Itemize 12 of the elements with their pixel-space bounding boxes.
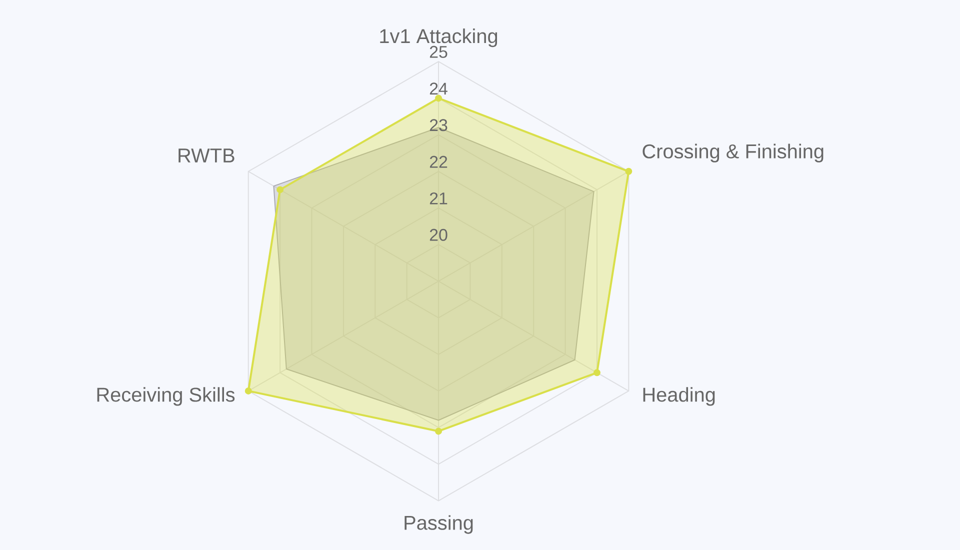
y-tick-label: 21 [430, 192, 448, 204]
y-tick-label: 22 [430, 156, 448, 168]
spoke-label: Receiving Skills [97, 386, 235, 406]
y-tick-label: 24 [430, 82, 448, 94]
spoke-label: RWTB [178, 148, 234, 162]
spoke-label: Heading [643, 386, 715, 406]
y-tick-label: 23 [430, 118, 448, 131]
y-tick-label: 20 [430, 228, 448, 241]
spoke-label: Passing [404, 515, 473, 534]
spoke-label: 1v1 Attacking [380, 28, 498, 47]
y-tick-label: 25 [430, 46, 448, 58]
spoke-label: Crossing & Finishing [642, 144, 824, 162]
